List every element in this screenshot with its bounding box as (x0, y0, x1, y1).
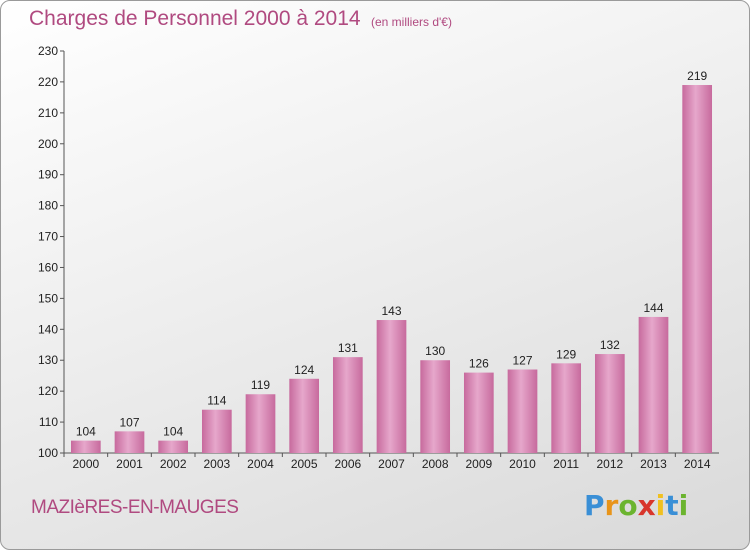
value-label-2002: 104 (163, 425, 183, 439)
x-tick-label: 2001 (116, 457, 143, 471)
bar-2007 (376, 320, 407, 453)
x-tick-label: 2000 (72, 457, 99, 471)
x-tick-label: 2012 (596, 457, 623, 471)
bar-2001 (114, 431, 145, 453)
y-tick-label: 140 (38, 322, 58, 336)
y-tick-label: 220 (38, 75, 58, 89)
value-label-2011: 129 (556, 347, 576, 361)
value-label-2007: 143 (381, 304, 401, 318)
y-tick-label: 190 (38, 168, 58, 182)
y-tick-label: 160 (38, 260, 58, 274)
bar-2012 (594, 354, 625, 453)
value-label-2013: 144 (643, 301, 663, 315)
y-tick-label: 230 (38, 44, 58, 58)
bar-2013 (638, 316, 669, 453)
bar-2009 (463, 372, 494, 453)
logo-letter: x (637, 489, 656, 522)
x-tick-label: 2010 (509, 457, 536, 471)
y-tick-label: 110 (39, 415, 58, 429)
y-tick-label: 120 (38, 384, 58, 398)
y-tick-label: 130 (38, 353, 58, 367)
bar-2011 (551, 363, 582, 453)
value-label-2005: 124 (294, 363, 314, 377)
bar-2000 (70, 440, 101, 453)
value-label-2008: 130 (425, 344, 445, 358)
y-tick-label: 100 (38, 446, 58, 460)
bar-2010 (507, 369, 538, 453)
logo-letter: o (618, 489, 638, 522)
x-tick-label: 2011 (553, 457, 579, 471)
bar-2008 (420, 360, 451, 453)
value-label-2012: 132 (600, 338, 620, 352)
x-tick-label: 2007 (378, 457, 405, 471)
x-tick-label: 2009 (465, 457, 492, 471)
x-axis: 2000 2001 2002 2003 2004 2005 2006 2007 2008 2009… (63, 453, 711, 471)
y-tick-label: 210 (38, 106, 58, 120)
value-label-2003: 114 (207, 394, 226, 408)
bar-2014 (682, 85, 713, 453)
y-tick-label: 170 (38, 230, 58, 244)
value-label-2004: 119 (251, 378, 270, 392)
logo-letter: P (584, 489, 605, 522)
logo-letter: r (604, 489, 619, 522)
logo-letter: t (665, 489, 679, 522)
x-tick-label: 2002 (160, 457, 187, 471)
x-tick-label: 2005 (291, 457, 318, 471)
commune-name: MAZIèRES-EN-MAUGES (31, 497, 239, 518)
value-label-2006: 131 (338, 341, 358, 355)
x-tick-label: 2013 (640, 457, 667, 471)
value-label-2001: 107 (119, 415, 139, 429)
y-tick-label: 180 (38, 199, 58, 213)
bar-2006 (332, 357, 363, 453)
bar-2005 (289, 378, 320, 453)
y-tick-label: 200 (38, 137, 58, 151)
value-label-2000: 104 (76, 425, 96, 439)
x-tick-label: 2006 (334, 457, 361, 471)
logo-letter: i (678, 489, 689, 522)
bar-2002 (158, 440, 189, 453)
x-tick-label: 2008 (422, 457, 449, 471)
value-label-2010: 127 (512, 354, 532, 368)
bar-2004 (245, 394, 276, 453)
y-axis: 100 110 120 130 140 150 160 170 180 190 200 210 220 2… (38, 44, 64, 460)
value-label-2014: 219 (687, 69, 707, 83)
chart-title: Charges de Personnel 2000 à 2014 (29, 7, 361, 30)
chart-subtitle: (en milliers d'€) (371, 15, 452, 29)
x-tick-label: 2004 (247, 457, 274, 471)
bars: 104 107 104 114 119 124 131 143 130 126 127 129 132 1… (70, 69, 713, 453)
y-tick-label: 150 (38, 291, 58, 305)
logo-letter: i (655, 489, 666, 522)
proxiti-logo: Proxiti (584, 489, 688, 522)
value-label-2009: 126 (469, 357, 489, 371)
x-tick-label: 2003 (203, 457, 230, 471)
x-tick-label: 2014 (684, 457, 711, 471)
bar-2003 (201, 409, 232, 453)
